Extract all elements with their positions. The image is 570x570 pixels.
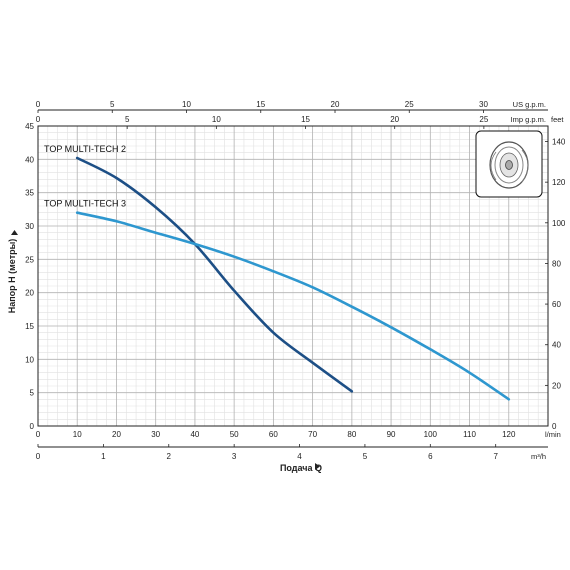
- secondary-tick-label: 25: [405, 100, 414, 109]
- right-tick-label: 80: [552, 259, 561, 268]
- x-unit-label: l/min: [545, 430, 561, 439]
- x-tick-label: 80: [347, 430, 356, 439]
- right-tick-label: 120: [552, 178, 566, 187]
- secondary-tick-label: 5: [110, 100, 115, 109]
- secondary-tick-label: 6: [428, 452, 433, 461]
- series-line-1: [75, 156, 354, 393]
- x-tick-label: 110: [463, 430, 476, 439]
- x-axis-arrow-icon: [315, 463, 320, 470]
- series-layer: [75, 156, 511, 401]
- y-tick-label: 0: [30, 422, 35, 431]
- secondary-tick-label: 20: [390, 115, 399, 124]
- x-tick-label: 10: [73, 430, 82, 439]
- x-tick-label: 40: [190, 430, 199, 439]
- series-label-1: TOP MULTI-TECH 2: [44, 144, 126, 154]
- secondary-tick-label: 0: [36, 115, 41, 124]
- right-tick-label: 60: [552, 300, 561, 309]
- series-label-2: TOP MULTI-TECH 3: [44, 199, 126, 209]
- x-tick-label: 20: [112, 430, 121, 439]
- pump-impeller-icon: [489, 141, 529, 189]
- y-tick-label: 5: [30, 389, 35, 398]
- x-axis-title: Подача Q: [280, 463, 322, 473]
- secondary-tick-label: 10: [212, 115, 221, 124]
- x-tick-label: 100: [424, 430, 438, 439]
- y-tick-label: 30: [25, 222, 34, 231]
- secondary-tick-label: 4: [297, 452, 302, 461]
- secondary-tick-label: 2: [167, 452, 172, 461]
- y-axis-arrow-icon: [11, 230, 18, 235]
- secondary-tick-label: 3: [232, 452, 237, 461]
- right-tick-label: 20: [552, 381, 561, 390]
- secondary-tick-label: 5: [125, 115, 130, 124]
- secondary-tick-label: 0: [36, 100, 41, 109]
- x-tick-label: 120: [502, 430, 516, 439]
- right-tick-label: 0: [552, 422, 557, 431]
- secondary-tick-label: 5: [363, 452, 368, 461]
- secondary-tick-label: 1: [101, 452, 106, 461]
- y-tick-label: 25: [25, 255, 34, 264]
- y-axis-title: Напор H (метры): [7, 239, 17, 314]
- secondary-tick-label: 20: [331, 100, 340, 109]
- right-tick-label: 140: [552, 138, 566, 147]
- secondary-unit-label: US g.p.m.: [513, 100, 546, 109]
- secondary-tick-label: 25: [479, 115, 488, 124]
- plot-frame: [37, 125, 549, 427]
- right-tick-label: 40: [552, 341, 561, 350]
- x-tick-label: 30: [151, 430, 160, 439]
- secondary-tick-label: 10: [182, 100, 191, 109]
- minor-grid: [37, 125, 549, 427]
- right-tick-label: 100: [552, 219, 566, 228]
- y-tick-label: 40: [25, 155, 34, 164]
- axes-layer: [37, 109, 549, 448]
- x-tick-label: 90: [387, 430, 396, 439]
- y-tick-label: 35: [25, 189, 34, 198]
- secondary-tick-label: 15: [301, 115, 310, 124]
- secondary-tick-label: 30: [479, 100, 488, 109]
- secondary-tick-label: 0: [36, 452, 41, 461]
- secondary-unit-label: Imp g.p.m.: [511, 115, 546, 124]
- y-tick-label: 15: [25, 322, 34, 331]
- y-tick-label: 10: [25, 355, 34, 364]
- x-tick-label: 50: [230, 430, 239, 439]
- secondary-tick-label: 7: [493, 452, 498, 461]
- x-tick-label: 0: [36, 430, 41, 439]
- y-tick-label: 20: [25, 289, 34, 298]
- secondary-tick-label: 15: [256, 100, 265, 109]
- series-line-2: [75, 211, 511, 401]
- pump-inset: [475, 130, 543, 198]
- right-unit-label: feet: [551, 115, 564, 124]
- secondary-unit-label: m³/h: [531, 452, 546, 461]
- x-tick-label: 60: [269, 430, 278, 439]
- y-tick-label: 45: [25, 122, 34, 131]
- x-tick-label: 70: [308, 430, 317, 439]
